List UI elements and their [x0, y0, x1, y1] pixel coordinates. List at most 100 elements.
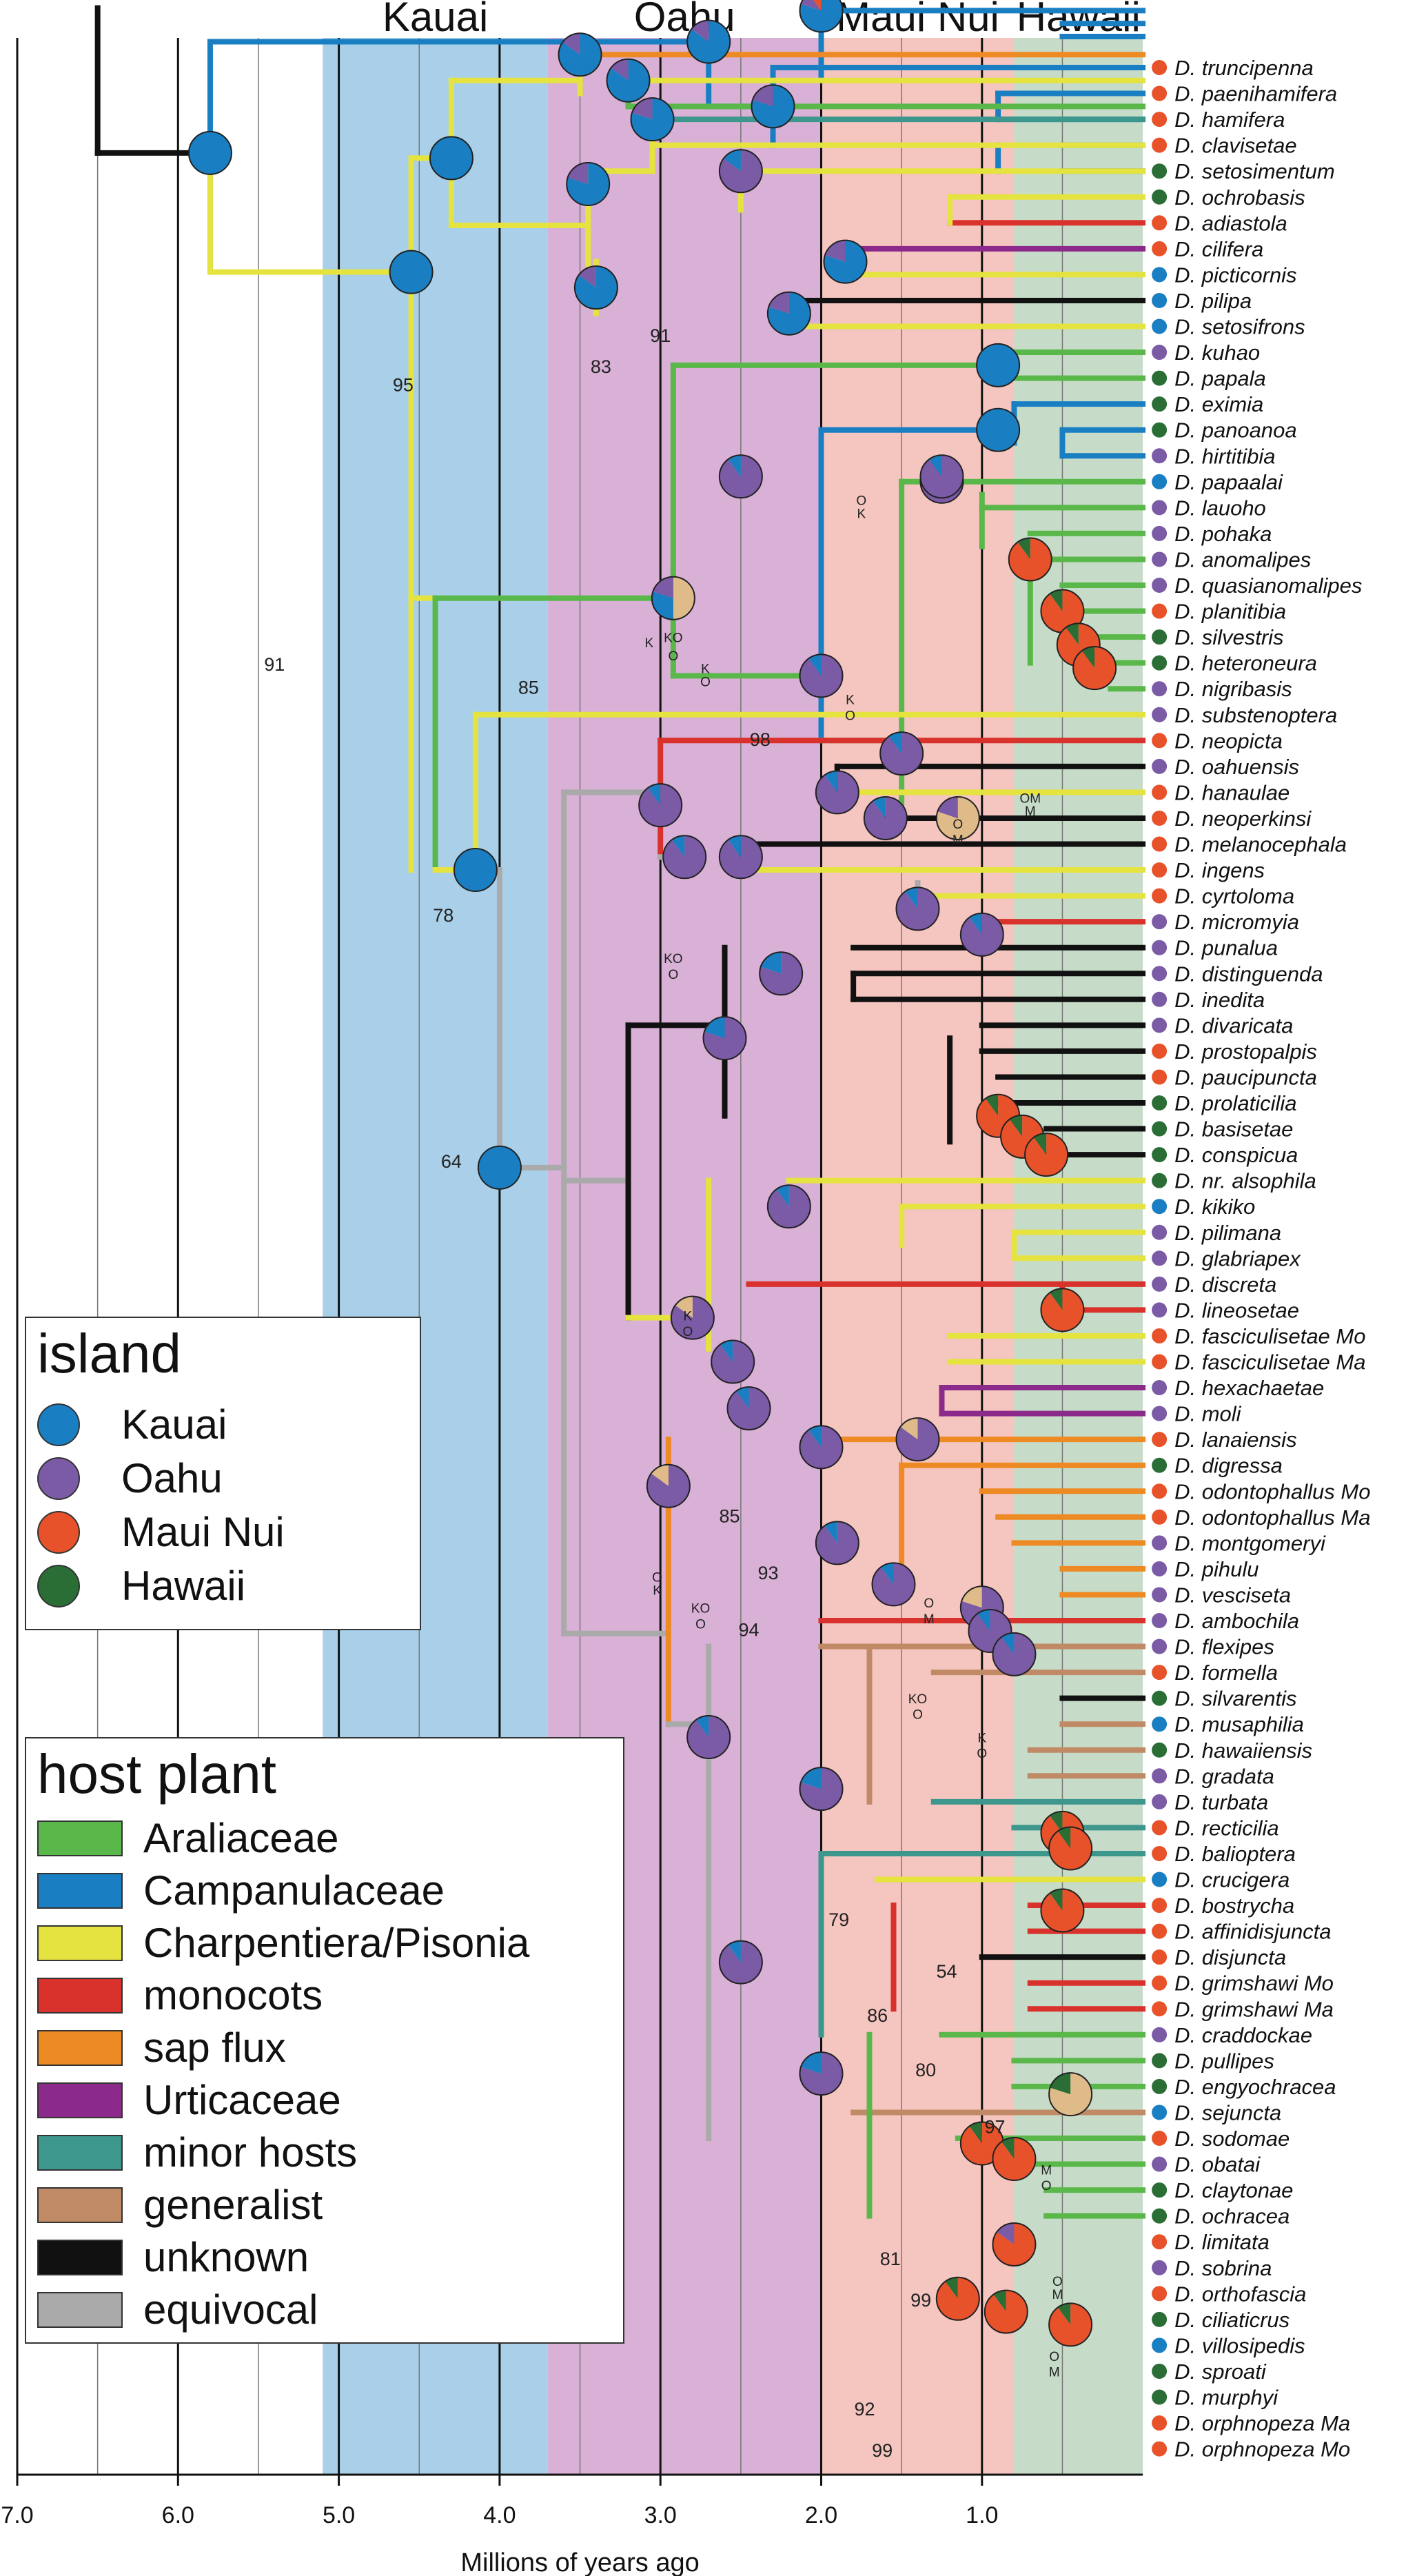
- support-value: 85: [719, 1505, 740, 1526]
- taxon-label: D. engyochracea: [1174, 2075, 1336, 2099]
- tip-island-dot: [1152, 1535, 1168, 1551]
- ancestral-state-pies: [187, 0, 1117, 2347]
- tip-island-dot: [1152, 655, 1168, 671]
- taxon-label: D. lauoho: [1174, 496, 1266, 520]
- taxon-label: D. neopicta: [1174, 729, 1283, 753]
- tip-island-dot: [1152, 784, 1168, 800]
- taxon-label: D. pihulu: [1174, 1557, 1259, 1581]
- legend-label: equivocal: [143, 2286, 318, 2333]
- legend-label: unknown: [143, 2234, 309, 2280]
- pie-slice: [736, 1387, 749, 1409]
- region-label: Maui Nui: [836, 0, 999, 40]
- pie-outline: [187, 130, 232, 175]
- taxon-label: D. hirtitibia: [1174, 444, 1275, 468]
- pie-slice: [1081, 647, 1095, 669]
- pie-slice: [429, 136, 473, 180]
- node-state-label: M: [924, 1612, 935, 1627]
- pie-slice: [985, 1094, 999, 1116]
- pie-slice: [632, 98, 653, 120]
- taxon-label: D. fasciculisetae Mo: [1174, 1324, 1365, 1348]
- node-annotations: 91 83 95 91 85 98 78 64 85 93 94 79 54 86 80 97 81 99 92 99…: [264, 325, 1063, 2461]
- pie-slice: [558, 33, 602, 77]
- taxon-label: D. limitata: [1174, 2230, 1270, 2254]
- pie-slice: [651, 591, 673, 620]
- pie-slice: [824, 771, 837, 793]
- pie-slice: [801, 2052, 822, 2074]
- pie-slice: [905, 887, 918, 909]
- pie-slice: [454, 849, 497, 892]
- taxon-label: D. ochrobasis: [1174, 185, 1305, 210]
- pie-outline: [726, 1386, 771, 1431]
- legend-rect-swatch: [37, 2291, 123, 2328]
- support-value: 97: [984, 2116, 1005, 2137]
- tip-island-dot: [1152, 2105, 1168, 2120]
- pie-outline: [606, 58, 651, 103]
- taxon-label: D. ingens: [1174, 858, 1265, 882]
- taxon-label: D. panoanoa: [1174, 418, 1297, 443]
- pie-slice: [873, 796, 886, 818]
- region-label: Hawaii: [1017, 0, 1141, 40]
- taxon-label: D. nr. alsophila: [1174, 1169, 1316, 1193]
- tip-island-dot: [1152, 2311, 1168, 2327]
- taxon-label: D. murphyi: [1174, 2386, 1278, 2410]
- node-state-label: O: [924, 1596, 934, 1611]
- pie-slice: [687, 20, 731, 63]
- pie-outline: [718, 1940, 763, 1985]
- pie-slice: [977, 1610, 990, 1632]
- tip-island-dot: [1152, 1975, 1168, 1991]
- support-value: 85: [518, 678, 539, 698]
- tip-island-dot: [1152, 448, 1168, 464]
- pie-outline: [815, 1521, 859, 1565]
- pie-slice: [728, 1940, 741, 1963]
- node-state-label: K: [684, 1309, 693, 1324]
- support-value: 81: [880, 2249, 901, 2269]
- pie-slice: [651, 1464, 669, 1486]
- legend-item: generalist: [37, 2181, 323, 2229]
- pie-slice: [1050, 1288, 1063, 1310]
- pie-slice: [960, 913, 1003, 956]
- node-state-label: K: [701, 662, 710, 677]
- pie-slice: [719, 150, 762, 193]
- legend-label: Maui Nui: [121, 1509, 285, 1555]
- tip-island-dot: [1152, 2027, 1168, 2042]
- taxon-label: D. sproati: [1174, 2360, 1267, 2384]
- pie-slice: [1041, 1288, 1084, 1332]
- pie-outline: [992, 2222, 1037, 2266]
- node-state-label: M: [1052, 2288, 1063, 2302]
- tip-island-dot: [1152, 1898, 1168, 1914]
- legend-label: Oahu: [121, 1455, 223, 1501]
- tip-island-dot: [1152, 1820, 1168, 1836]
- pie-outline: [992, 2137, 1037, 2182]
- legend-item: Kauai: [37, 1401, 227, 1448]
- pie-slice: [808, 1426, 822, 1448]
- tip-island-dot: [1152, 1354, 1168, 1370]
- tip-island-dot: [1152, 2156, 1168, 2172]
- tip-island-dot: [1152, 603, 1168, 619]
- pie-outline: [976, 343, 1021, 387]
- legend-circle-swatch: [37, 1457, 80, 1500]
- legend-label: Charpentiera/Pisonia: [143, 1920, 530, 1966]
- pie-slice: [1057, 1827, 1071, 1849]
- taxon-label: D. discreta: [1174, 1272, 1276, 1297]
- pie-outline: [1040, 1888, 1085, 1933]
- pie-outline: [1048, 2072, 1093, 2117]
- taxon-label: D. orthofascia: [1174, 2282, 1306, 2306]
- pie-slice: [1017, 538, 1030, 560]
- pie-outline: [718, 835, 763, 880]
- tip-island-dot: [1152, 2078, 1168, 2094]
- tip-island-dot: [1152, 1613, 1168, 1628]
- taxon-label: D. digressa: [1174, 1454, 1283, 1478]
- pie-slice: [673, 576, 695, 620]
- tip-island-dot: [1152, 215, 1168, 231]
- support-value: 64: [441, 1151, 462, 1172]
- taxon-label: D. pilipa: [1174, 289, 1252, 313]
- taxon-label: D. disjuncta: [1174, 1945, 1286, 1969]
- pie-outline: [558, 32, 602, 77]
- support-value: 93: [757, 1563, 778, 1583]
- pie-outline: [919, 454, 964, 499]
- taxon-label: D. hanaulae: [1174, 780, 1290, 804]
- pie-outline: [453, 848, 498, 893]
- pie-outline: [670, 1295, 715, 1340]
